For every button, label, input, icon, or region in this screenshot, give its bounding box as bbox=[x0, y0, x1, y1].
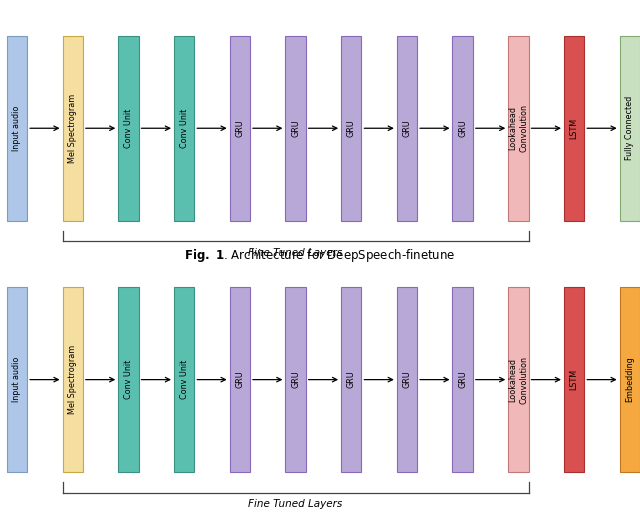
Text: Fine Tuned Layers: Fine Tuned Layers bbox=[248, 248, 342, 258]
Text: Conv Unit: Conv Unit bbox=[180, 360, 189, 399]
FancyBboxPatch shape bbox=[230, 35, 250, 221]
FancyBboxPatch shape bbox=[397, 287, 417, 472]
FancyBboxPatch shape bbox=[63, 287, 83, 472]
FancyBboxPatch shape bbox=[341, 35, 362, 221]
FancyBboxPatch shape bbox=[452, 35, 473, 221]
FancyBboxPatch shape bbox=[620, 35, 640, 221]
Text: GRU: GRU bbox=[347, 120, 356, 137]
Text: Lookahead
Convolution: Lookahead Convolution bbox=[509, 356, 528, 404]
Text: Input audio: Input audio bbox=[13, 106, 22, 151]
Text: GRU: GRU bbox=[347, 371, 356, 388]
FancyBboxPatch shape bbox=[174, 287, 195, 472]
Text: Embedding: Embedding bbox=[625, 357, 634, 403]
FancyBboxPatch shape bbox=[564, 35, 584, 221]
Text: Fully Connected: Fully Connected bbox=[625, 96, 634, 161]
FancyBboxPatch shape bbox=[7, 35, 27, 221]
FancyBboxPatch shape bbox=[508, 35, 529, 221]
Text: $\bf{Fig.\ 1}$. Architecture for DeepSpeech-finetune: $\bf{Fig.\ 1}$. Architecture for DeepSpe… bbox=[184, 247, 456, 264]
Text: GRU: GRU bbox=[403, 120, 412, 137]
Text: Conv Unit: Conv Unit bbox=[124, 109, 133, 148]
FancyBboxPatch shape bbox=[174, 35, 195, 221]
Text: Mel Spectrogram: Mel Spectrogram bbox=[68, 345, 77, 414]
Text: Mel Spectrogram: Mel Spectrogram bbox=[68, 94, 77, 163]
FancyBboxPatch shape bbox=[118, 287, 139, 472]
Text: Conv Unit: Conv Unit bbox=[124, 360, 133, 399]
Text: GRU: GRU bbox=[291, 120, 300, 137]
Text: Fine Tuned Layers: Fine Tuned Layers bbox=[248, 499, 342, 509]
FancyBboxPatch shape bbox=[7, 287, 27, 472]
FancyBboxPatch shape bbox=[508, 287, 529, 472]
Text: Conv Unit: Conv Unit bbox=[180, 109, 189, 148]
Text: LSTM: LSTM bbox=[570, 369, 579, 390]
FancyBboxPatch shape bbox=[230, 287, 250, 472]
FancyBboxPatch shape bbox=[452, 287, 473, 472]
FancyBboxPatch shape bbox=[63, 35, 83, 221]
FancyBboxPatch shape bbox=[118, 35, 139, 221]
FancyBboxPatch shape bbox=[285, 287, 306, 472]
Text: GRU: GRU bbox=[458, 371, 467, 388]
FancyBboxPatch shape bbox=[285, 35, 306, 221]
Text: GRU: GRU bbox=[291, 371, 300, 388]
Text: GRU: GRU bbox=[236, 120, 244, 137]
Text: GRU: GRU bbox=[403, 371, 412, 388]
Text: GRU: GRU bbox=[236, 371, 244, 388]
Text: GRU: GRU bbox=[458, 120, 467, 137]
Text: Input audio: Input audio bbox=[13, 357, 22, 402]
Text: LSTM: LSTM bbox=[570, 117, 579, 139]
FancyBboxPatch shape bbox=[341, 287, 362, 472]
FancyBboxPatch shape bbox=[620, 287, 640, 472]
Text: Lookahead
Convolution: Lookahead Convolution bbox=[509, 104, 528, 152]
FancyBboxPatch shape bbox=[397, 35, 417, 221]
FancyBboxPatch shape bbox=[564, 287, 584, 472]
